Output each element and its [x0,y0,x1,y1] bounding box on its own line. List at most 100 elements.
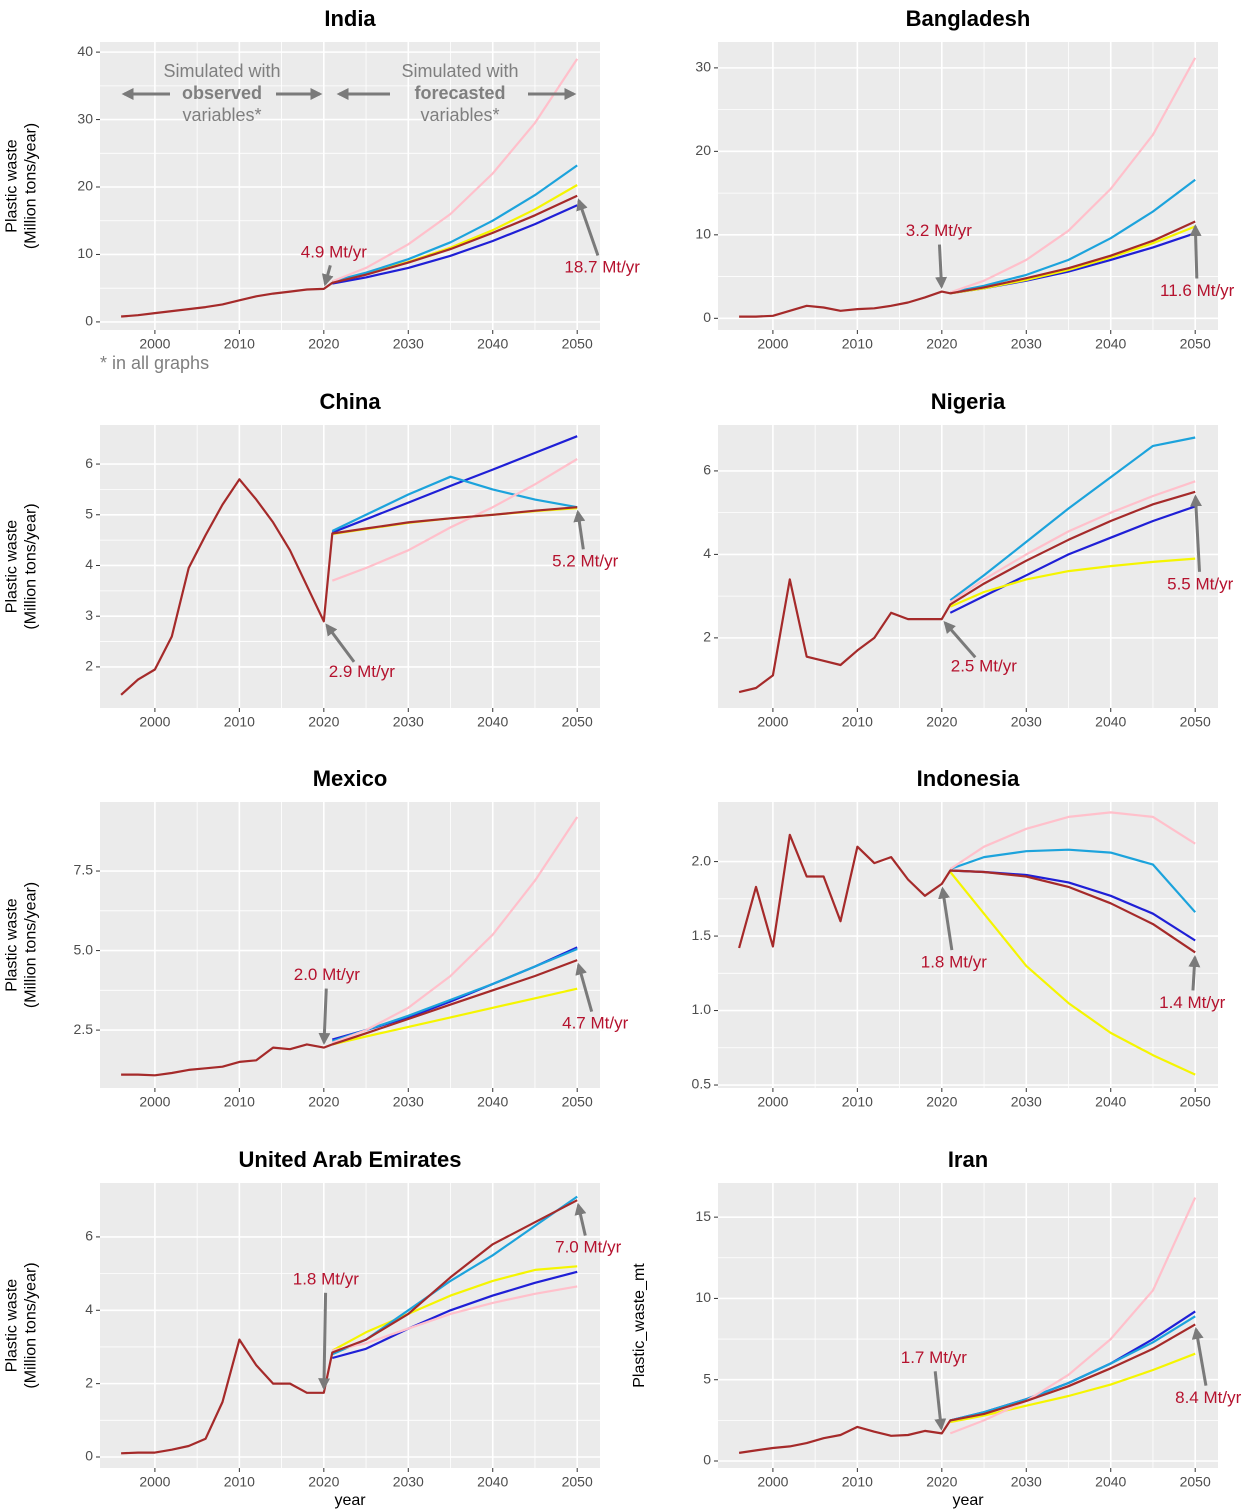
x-tick-label: 2050 [1180,336,1211,352]
panel: 2000 2010 2020 2030 2040 2050 0.5 1.0 1.5 2.0 Indo… [692,766,1226,1110]
india-notes: Simulated with observed variables* Simul… [100,61,577,373]
y-tick-label: 10 [695,1289,711,1305]
series-line [120,478,578,696]
x-tick-label: 2000 [139,714,170,730]
series-line [949,480,1196,604]
x-tick-label: 2010 [224,1094,255,1110]
annotation-label: 2.0 Mt/yr [294,965,360,984]
y-axis-label: (Million tons/year) [23,1262,40,1388]
series-line [331,435,578,534]
footnote: * in all graphs [100,353,209,373]
series-line [332,1285,578,1352]
series-line [949,436,1196,602]
y-tick-label: 2 [85,1374,93,1390]
y-tick-label: 10 [77,245,93,261]
x-tick-label: 2020 [308,1094,339,1110]
series-line [332,164,578,283]
y-axis-label: (Million tons/year) [23,123,40,249]
y-axis-label: Plastic waste [4,139,21,232]
series-line [949,1197,1197,1435]
chart-title: Iran [948,1147,988,1172]
series-line [949,557,1196,608]
y-tick-label: 4 [85,556,93,572]
panel: 2000 2010 2020 2030 2040 2050 2 4 6 Nigeria 2.5 Mt… [703,389,1233,730]
y-axis-label: Plastic_waste_mt [631,1263,648,1388]
annotation-label: 5.5 Mt/yr [1167,574,1233,593]
y-tick-label: 30 [695,59,711,75]
panel: 2000 2010 2020 2030 2040 2050 0 2 4 6 United Arab … [4,1147,622,1509]
note-text: variables* [182,105,261,125]
plot-background [100,1183,600,1468]
plot-background [100,425,600,708]
x-tick-label: 2030 [393,1474,424,1490]
series-line [949,811,1196,870]
annotation-arrow [576,198,600,256]
series-line [949,848,1197,913]
x-axis-label: year [334,1492,366,1509]
x-tick-label: 2020 [308,1474,339,1490]
note-text: Simulated with [163,61,280,81]
annotation-arrow [318,988,331,1045]
annotation-arrow [321,264,334,287]
series-line [739,220,1196,318]
annotation-arrow [1191,1327,1208,1386]
annotation-label: 5.2 Mt/yr [552,552,618,571]
y-tick-label: 4 [703,545,711,561]
series-line [950,1315,1196,1422]
x-tick-label: 2020 [926,714,957,730]
y-tick-label: 2 [703,629,711,645]
y-tick-label: 0 [85,313,93,329]
y-tick-label: 20 [77,178,93,194]
y-tick-label: 6 [703,462,711,478]
series-line [332,204,578,285]
chart-title: Mexico [313,766,388,791]
series-line [332,987,578,1046]
x-tick-label: 2040 [1095,1474,1126,1490]
y-tick-label: 5 [85,505,93,521]
plot-background [718,425,1218,708]
y-tick-label: 1.0 [692,1001,712,1017]
plot-background [718,42,1218,330]
y-tick-label: 2.0 [692,852,712,868]
x-tick-label: 2000 [139,1094,170,1110]
annotation-label: 11.6 Mt/yr [1160,281,1235,300]
annotation-arrow [933,1371,947,1431]
y-tick-label: 6 [85,455,93,471]
x-tick-label: 2010 [842,714,873,730]
series-line [121,1199,578,1455]
x-tick-label: 2040 [1095,714,1126,730]
annotation-label: 4.9 Mt/yr [301,242,367,261]
panel: 2000 2010 2020 2030 2040 2050 2 3 4 5 6 China Plasti… [4,389,619,730]
annotation-arrow [325,623,356,663]
y-axis-label: (Million tons/year) [23,503,40,629]
x-tick-label: 2020 [308,336,339,352]
series-line [950,178,1196,294]
x-tick-label: 2050 [562,1094,593,1110]
y-tick-label: 0 [703,309,711,325]
x-tick-label: 2030 [1011,336,1042,352]
annotation-arrow [935,244,948,290]
x-tick-label: 2040 [477,1474,508,1490]
annotation-arrow [575,962,594,1013]
x-tick-label: 2020 [926,336,957,352]
panel: 2000 2010 2020 2030 2040 2050 0 5 10 15 Iran Plasti… [631,1147,1241,1509]
annotation-arrow [1189,224,1202,279]
y-tick-label: 15 [695,1208,711,1224]
x-tick-label: 2000 [139,1474,170,1490]
annotation-arrow [938,886,954,951]
y-tick-label: 3 [85,607,93,623]
x-tick-label: 2000 [139,336,170,352]
chart-title: India [324,6,376,31]
x-tick-label: 2050 [1180,1474,1211,1490]
series-line [738,833,1196,954]
x-axis-label: year [952,1492,984,1509]
x-tick-label: 2040 [1095,336,1126,352]
annotation-label: 18.7 Mt/yr [564,257,640,276]
note-text: forecasted [414,83,505,103]
note-text: variables* [420,105,499,125]
x-tick-label: 2050 [562,336,593,352]
panel: 2000 2010 2020 2030 2040 20500102030Banglades… [695,6,1234,352]
x-tick-label: 2040 [477,1094,508,1110]
y-tick-label: 20 [695,142,711,158]
